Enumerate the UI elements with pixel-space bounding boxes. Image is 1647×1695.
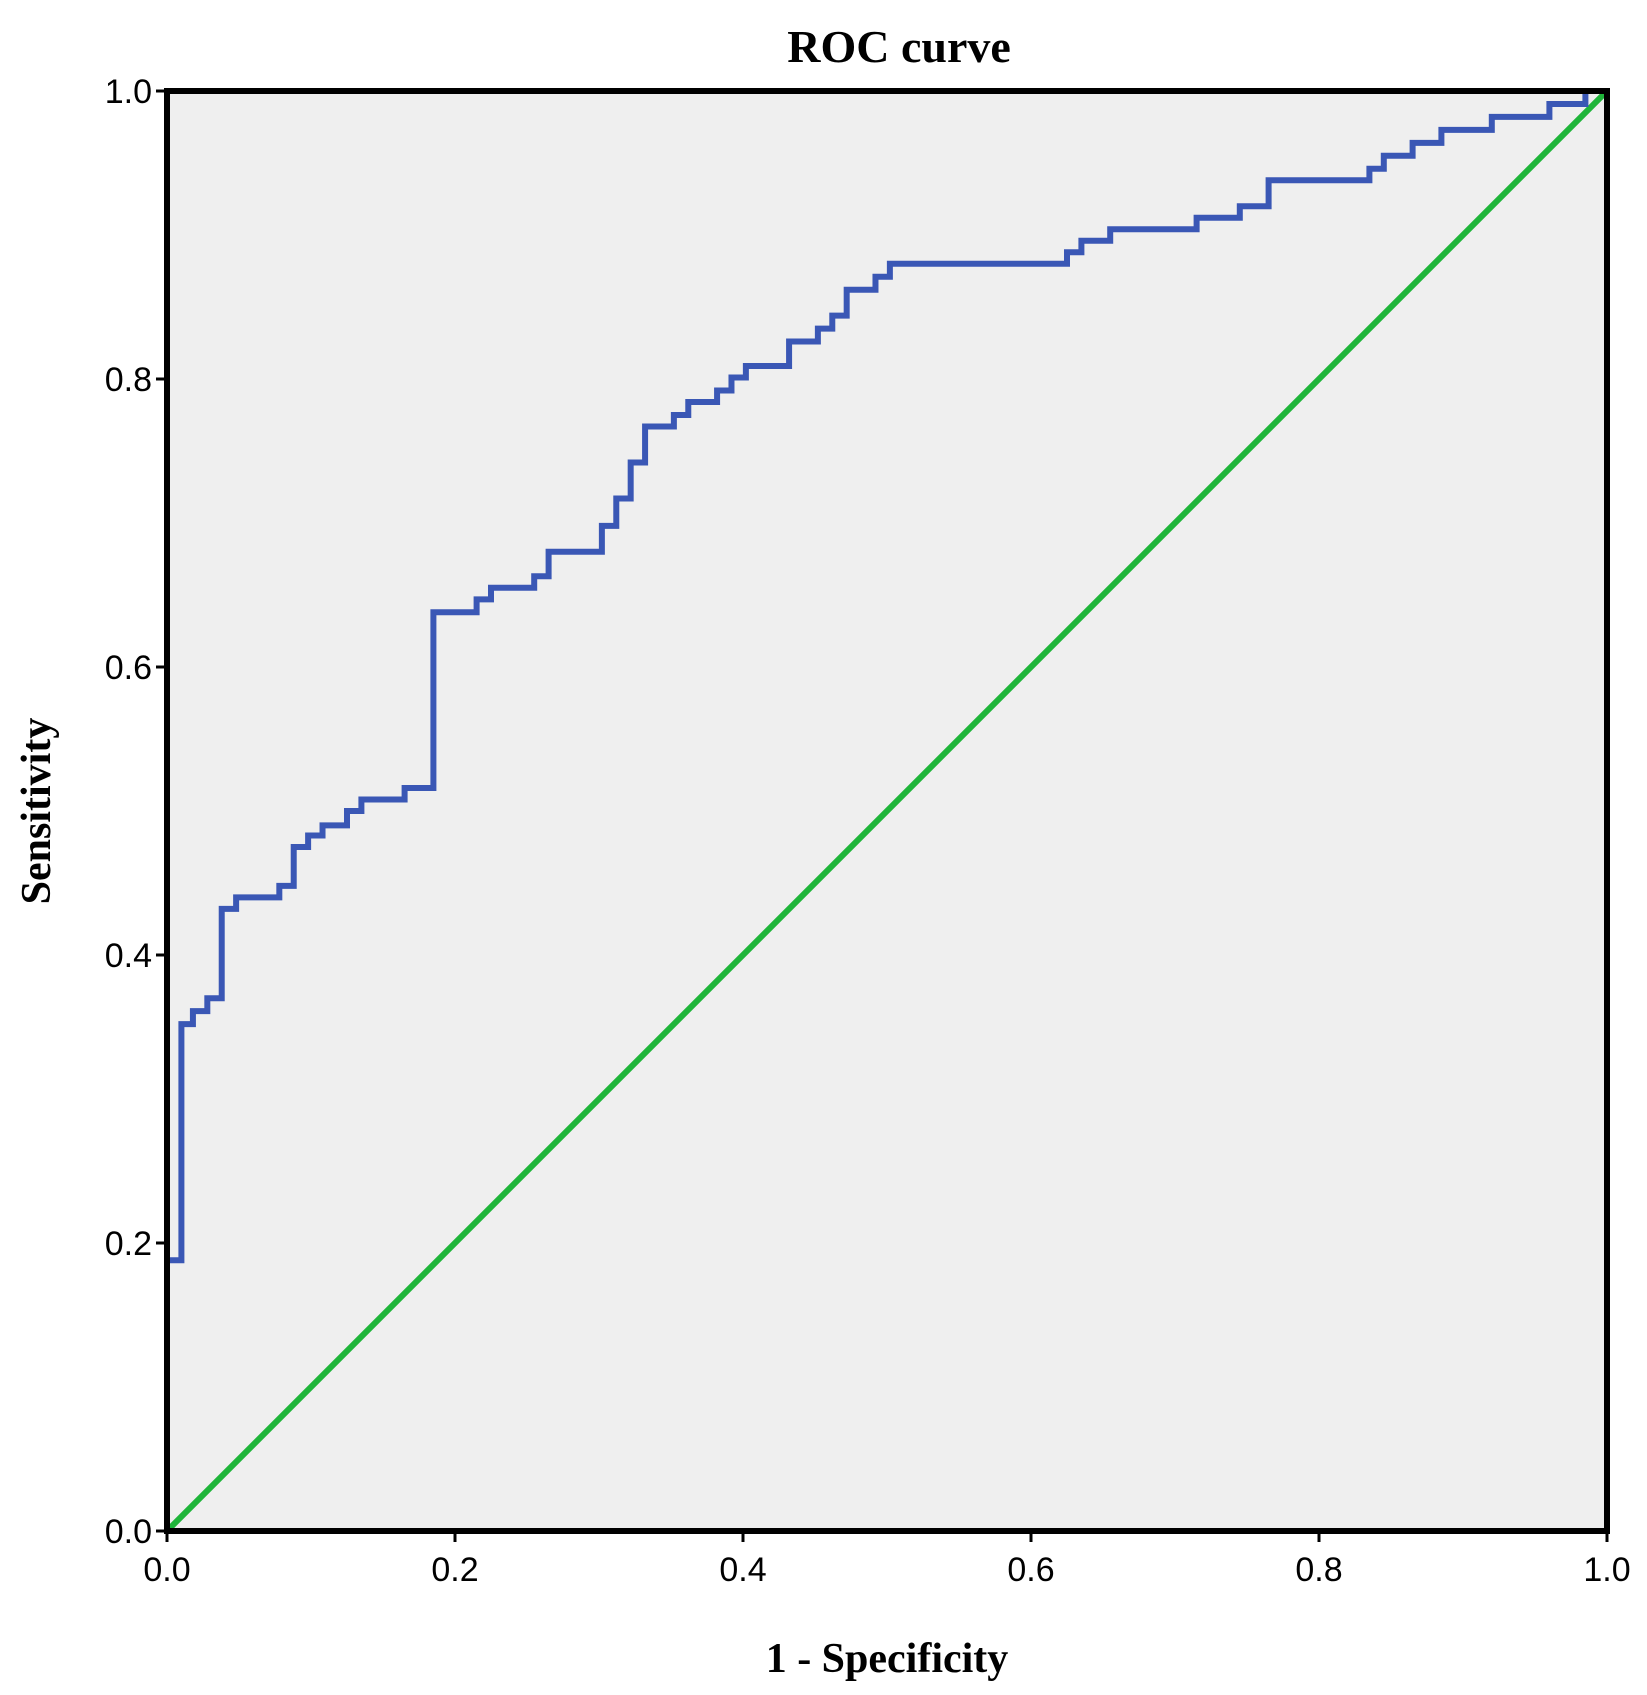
y-tick-label: 1.0	[105, 73, 152, 111]
x-axis-ticks: 0.0 0.2 0.4 0.6 0.8 1.0	[143, 1531, 1631, 1589]
y-tick-label: 0.0	[105, 1513, 152, 1551]
y-axis-ticks: 0.0 0.2 0.4 0.6 0.8 1.0	[105, 73, 167, 1551]
reference-diagonal-line	[164, 88, 1610, 1534]
y-tick-label: 0.8	[105, 361, 152, 399]
y-tick-label: 0.6	[105, 649, 152, 687]
x-tick-label: 0.2	[431, 1551, 478, 1589]
x-tick-label: 0.4	[719, 1551, 766, 1589]
x-tick-label: 0.6	[1007, 1551, 1054, 1589]
y-tick-label: 0.4	[105, 937, 152, 975]
x-axis-label: 1 - Specificity	[766, 1636, 1009, 1682]
x-tick-label: 0.8	[1295, 1551, 1342, 1589]
series-layer	[164, 88, 1610, 1534]
x-tick-label: 1.0	[1583, 1551, 1630, 1589]
chart-title: ROC curve	[787, 21, 1011, 72]
y-tick-label: 0.2	[105, 1225, 152, 1263]
roc-curve-line	[164, 88, 1607, 1531]
plot-frame	[164, 88, 1610, 1534]
y-axis-label: Sensitivity	[14, 718, 60, 905]
x-tick-label: 0.0	[143, 1551, 190, 1589]
